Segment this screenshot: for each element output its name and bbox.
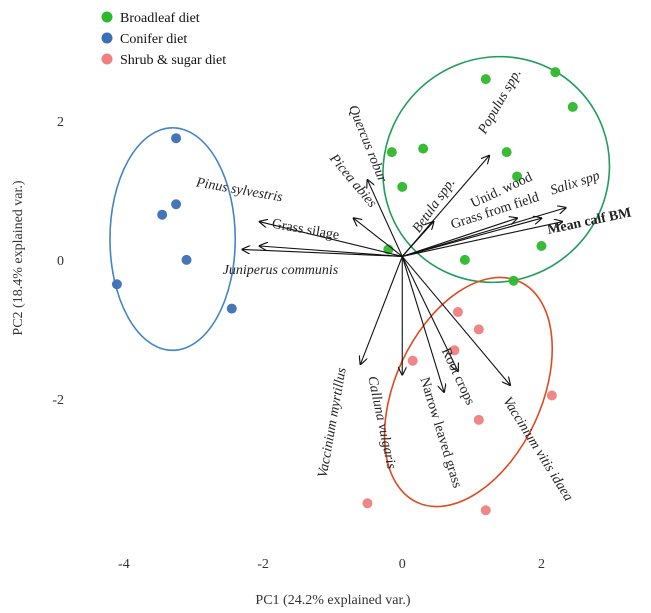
data-point [407,355,418,366]
data-point [501,147,512,158]
data-point [473,414,484,425]
data-point [386,147,397,158]
data-point [171,133,182,144]
data-point [171,199,182,210]
loading-arrow [367,180,403,257]
y-tick-label: 0 [57,254,64,269]
legend-label: Conifer diet [120,32,187,47]
x-tick-label: -4 [118,557,130,572]
data-point [226,303,237,314]
data-point [157,209,168,220]
loading-label: Grass silage [271,217,341,244]
legend-marker [101,53,113,65]
y-tick-label: -2 [52,393,64,408]
loading-arrow [401,256,444,392]
legend-label: Broadleaf diet [120,11,200,26]
data-point [362,498,373,509]
data-point [508,275,519,286]
loading-arrow [401,256,510,385]
legend-label: Shrub & sugar diet [120,53,226,68]
loading-label: Pinus sylvestris [194,175,284,205]
confidence-ellipses [109,55,611,508]
data-point [546,390,557,401]
loading-arrow [402,218,541,257]
loading-arrow [401,222,433,257]
data-point [111,279,122,290]
loading-arrow [242,249,403,257]
data-point [567,101,578,112]
data-point [459,254,470,265]
data-point [181,254,192,265]
y-tick-label: 2 [57,115,64,130]
loading-arrow [402,218,517,257]
x-tick-label: -2 [257,557,269,572]
loading-label: Vaccinium myrtillus [316,366,350,479]
y-axis-ticks: 2 0 -2 [52,115,64,408]
loading-arrow [260,246,403,257]
loading-arrow [402,222,562,257]
loading-label: Salix spp [549,169,602,199]
loading-arrow [401,256,458,371]
scatter-points [111,67,578,516]
data-point [550,67,561,78]
legend-marker [101,11,113,23]
x-axis-label: PC1 (24.2% explained var.) [255,593,410,608]
loading-label: Mean calf BM [546,205,633,237]
loading-arrow [361,256,403,364]
loading-arrow [260,222,403,257]
x-axis-ticks: -4 -2 0 2 [118,557,545,572]
x-tick-label: 0 [399,557,406,572]
data-point [418,143,429,154]
data-point [449,345,460,356]
legend-marker [101,32,113,44]
loading-arrow [354,218,403,257]
data-point [452,307,463,318]
loading-label: Calluna vulgaris [364,375,398,471]
y-axis-label: PC2 (18.4% explained var.) [11,180,26,335]
ellipse [109,126,237,352]
data-point [512,171,523,182]
data-point [397,181,408,192]
x-tick-label: 2 [538,557,545,572]
data-point [473,324,484,335]
data-point [480,505,491,516]
loading-label: Vaccinium vitis idaea [499,395,575,505]
data-point [536,240,547,251]
loading-vectors [242,156,566,392]
legend: Broadleaf diet Conifer diet Shrub & sugar … [101,11,226,68]
data-point [480,74,491,85]
loading-label: Root crops [438,346,477,408]
loading-label: Juniperus communis [223,263,339,278]
